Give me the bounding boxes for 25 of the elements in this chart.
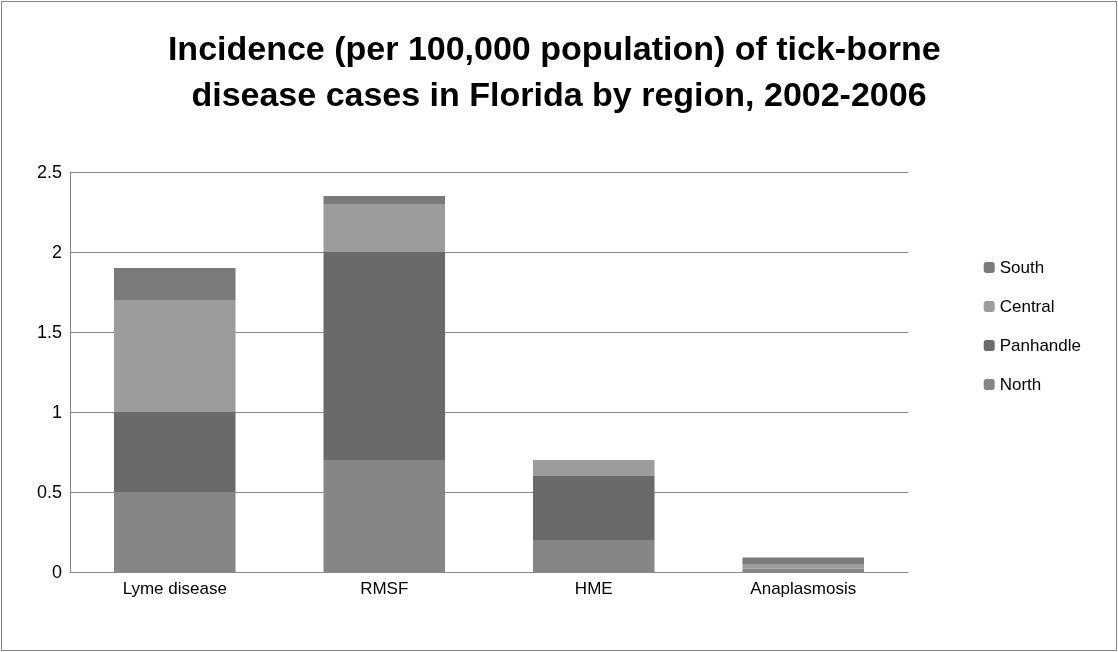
y-tick-label: 1.5	[36, 322, 62, 342]
y-tick-label: 2	[51, 242, 62, 262]
bar	[323, 196, 446, 204]
bar	[113, 268, 236, 300]
legend-label: Panhandle	[999, 336, 1082, 355]
legend-label: Central	[999, 297, 1055, 316]
x-tick-label: Lyme disease	[122, 579, 227, 598]
x-tick-label: RMSF	[360, 579, 409, 598]
bar	[323, 252, 446, 460]
chart-title: Incidence (per 100,000 population) of tick-borne disease cases in Florida by region, 2002-2006	[167, 29, 951, 113]
bar	[323, 204, 446, 252]
y-tick-label: 1	[51, 402, 62, 422]
y-tick-label: 0	[51, 562, 62, 582]
bar	[113, 412, 236, 492]
y-tick-label: 2.5	[36, 162, 62, 182]
x-tick-label: HME	[574, 579, 613, 598]
bar	[533, 460, 655, 476]
x-tick-label: Anaplasmosis	[750, 579, 857, 598]
y-tick-label: 0.5	[36, 482, 62, 502]
bar	[113, 300, 236, 412]
bar	[742, 564, 865, 569]
legend-label: South	[999, 258, 1045, 277]
bar	[742, 557, 865, 564]
bar	[533, 476, 655, 540]
legend-label: North	[999, 375, 1042, 394]
